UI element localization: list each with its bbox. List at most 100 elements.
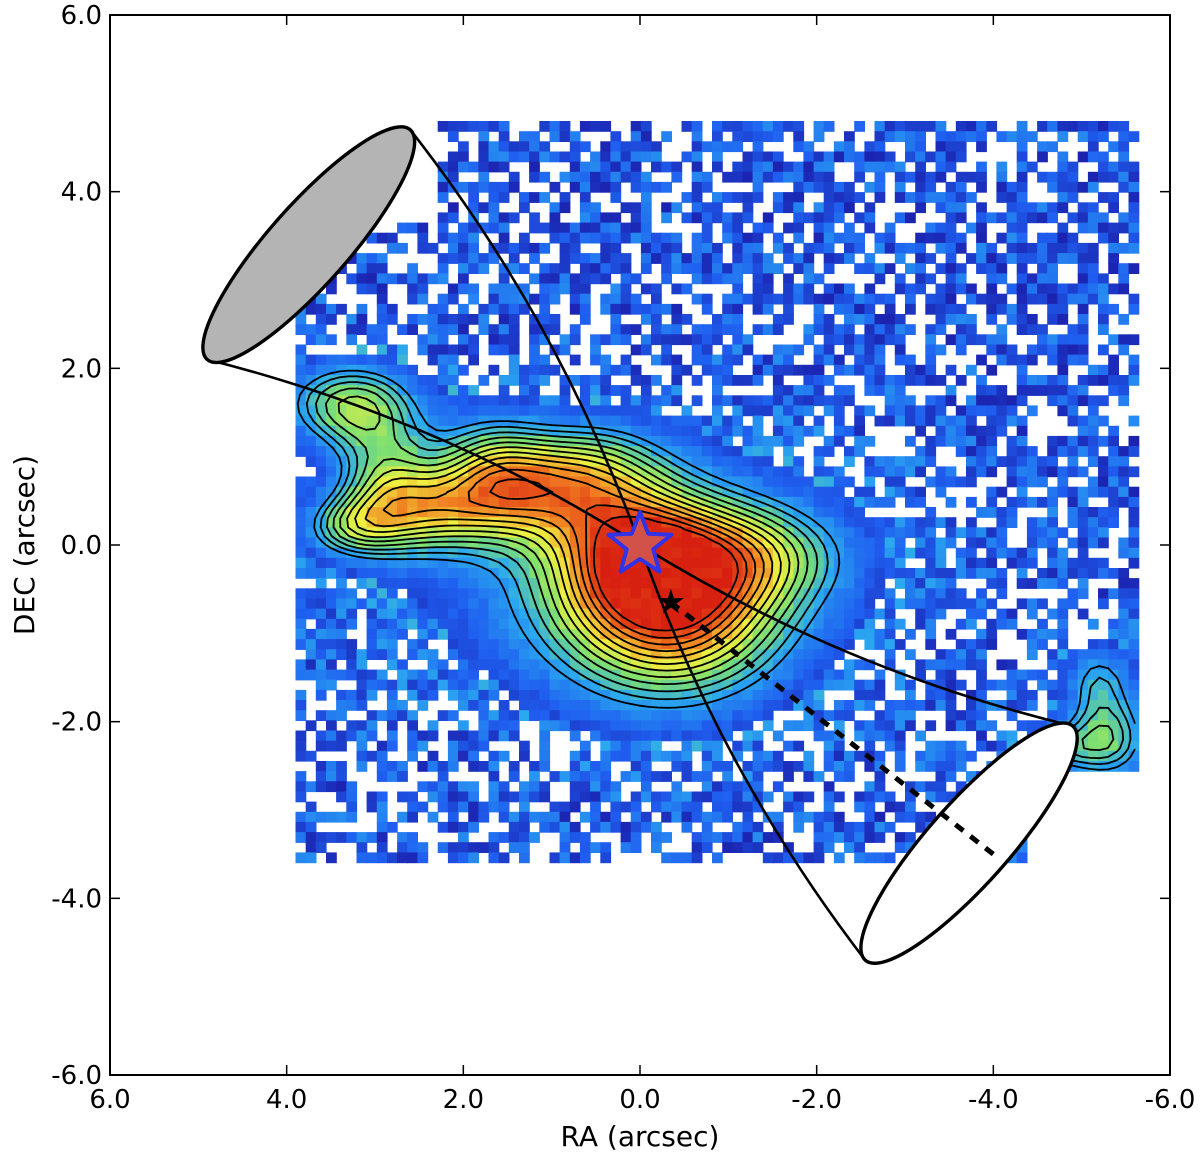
heatmap-pixel [803, 750, 815, 762]
heatmap-pixel [539, 405, 551, 417]
heatmap-pixel [732, 537, 744, 549]
heatmap-pixel [590, 507, 601, 518]
heatmap-pixel [336, 588, 347, 600]
heatmap-pixel [1077, 578, 1089, 589]
heatmap-pixel [864, 781, 876, 793]
heatmap-pixel [905, 486, 916, 498]
heatmap-pixel [366, 710, 378, 721]
heatmap-pixel [691, 202, 703, 214]
heatmap-pixel [935, 486, 947, 498]
heatmap-pixel [1098, 730, 1109, 742]
heatmap-pixel [437, 415, 449, 427]
heatmap-pixel [447, 385, 459, 396]
heatmap-pixel [549, 507, 561, 518]
heatmap-pixel [752, 598, 764, 610]
heatmap-pixel [996, 232, 1008, 244]
heatmap-pixel [356, 253, 368, 264]
heatmap-pixel [762, 588, 774, 600]
heatmap-pixel [437, 212, 449, 224]
contour-line [354, 451, 782, 665]
heatmap-pixel [397, 628, 408, 640]
heatmap-pixel [691, 588, 703, 600]
heatmap-pixel [722, 344, 733, 356]
heatmap-pixel [508, 669, 520, 681]
heatmap-pixel [691, 811, 703, 823]
heatmap-pixel [945, 435, 957, 447]
heatmap-pixel [722, 222, 733, 234]
heatmap-pixel [295, 852, 307, 864]
heatmap-pixel [752, 161, 764, 173]
heatmap-pixel [681, 588, 693, 600]
heatmap-pixel [478, 628, 490, 640]
heatmap-pixel [447, 415, 459, 427]
heatmap-pixel [915, 537, 926, 549]
contour-line [382, 462, 765, 653]
heatmap-pixel [884, 791, 896, 803]
heatmap-pixel [1047, 171, 1058, 183]
heatmap-pixel [1057, 710, 1069, 721]
heatmap-pixel [712, 679, 723, 691]
heatmap-pixel [508, 578, 520, 589]
heatmap-pixel [630, 456, 642, 467]
heatmap-pixel [610, 405, 622, 417]
heatmap-pixel [1087, 761, 1099, 772]
heatmap-pixel [1026, 242, 1038, 254]
heatmap-pixel [539, 811, 551, 823]
heatmap-pixel [295, 639, 307, 650]
heatmap-pixel [712, 324, 723, 335]
heatmap-pixel [427, 314, 439, 325]
heatmap-pixel [1108, 283, 1119, 295]
heatmap-pixel [742, 466, 754, 478]
heatmap-pixel [376, 476, 388, 488]
heatmap-pixel [1077, 253, 1089, 264]
heatmap-pixel [762, 689, 774, 701]
heatmap-pixel [854, 557, 865, 569]
heatmap-pixel [1098, 476, 1109, 488]
heatmap-pixel [610, 588, 622, 600]
heatmap-pixel [1016, 842, 1028, 853]
heatmap-pixel [884, 405, 896, 417]
heatmap-pixel [1006, 679, 1018, 691]
heatmap-pixel [793, 507, 805, 518]
heatmap-pixel [640, 618, 652, 630]
heatmap-pixel [600, 425, 612, 437]
heatmap-pixel [864, 405, 876, 417]
heatmap-pixel [712, 253, 723, 264]
heatmap-pixel [529, 293, 540, 305]
heatmap-pixel [326, 547, 337, 559]
heatmap-pixel [1098, 161, 1109, 173]
heatmap-pixel [498, 222, 510, 234]
heatmap-pixel [590, 689, 601, 701]
heatmap-pixel [468, 598, 479, 610]
heatmap-pixel [386, 639, 398, 650]
heatmap-pixel [854, 263, 865, 274]
heatmap-pixel [945, 385, 957, 396]
heatmap-pixel [752, 568, 764, 579]
heatmap-pixel [590, 171, 601, 183]
heatmap-pixel [783, 344, 794, 356]
heatmap-pixel [1067, 344, 1079, 356]
heatmap-pixel [326, 435, 337, 447]
heatmap-pixel [508, 314, 520, 325]
heatmap-pixel [620, 273, 632, 285]
heatmap-pixel [996, 537, 1008, 549]
heatmap-pixel [844, 700, 855, 711]
heatmap-pixel [1098, 314, 1109, 325]
heatmap-pixel [823, 740, 835, 752]
heatmap-pixel [1067, 588, 1079, 600]
heatmap-pixel [833, 151, 845, 163]
heatmap-pixel [681, 811, 693, 823]
heatmap-pixel [386, 354, 398, 366]
heatmap-pixel [407, 710, 418, 721]
heatmap-pixel [874, 324, 886, 335]
heatmap-pixel [498, 679, 510, 691]
heatmap-pixel [458, 344, 469, 356]
heatmap-pixel [447, 405, 459, 417]
heatmap-pixel [1118, 171, 1130, 183]
heatmap-pixel [549, 628, 561, 640]
heatmap-pixel [722, 669, 733, 681]
heatmap-pixel [305, 832, 317, 843]
heatmap-pixel [1067, 568, 1079, 579]
heatmap-pixel [772, 466, 784, 478]
heatmap-pixel [813, 354, 825, 366]
